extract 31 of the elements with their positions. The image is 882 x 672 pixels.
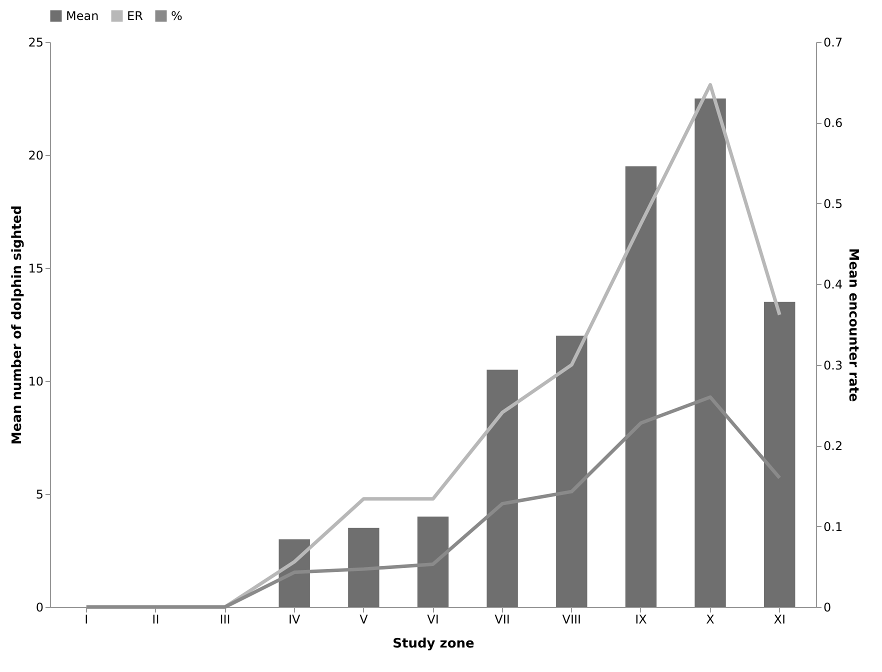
legend-label: Mean: [66, 9, 99, 23]
x-tick-label: X: [706, 612, 714, 626]
y2-tick-label: 0.6: [824, 116, 843, 130]
y-tick-label: 0: [36, 600, 44, 614]
y2-tick-label: 0.4: [824, 278, 843, 292]
y2-tick-label: 0.3: [824, 358, 843, 372]
x-tick-label: VIII: [562, 612, 582, 626]
x-tick-label: V: [360, 612, 369, 626]
y2-axis-title: Mean encounter rate: [846, 248, 861, 402]
x-tick-label: VI: [427, 612, 439, 626]
y2-tick-label: 0: [824, 600, 832, 614]
x-tick-label: IV: [288, 612, 302, 626]
x-axis-title: Study zone: [392, 636, 475, 652]
y-axis-title: Mean number of dolphin sighted: [10, 205, 26, 445]
y2-tick-label: 0.7: [824, 36, 843, 50]
x-tick-label: II: [152, 612, 160, 626]
x-tick-label: III: [220, 612, 230, 626]
legend-label: ER: [127, 9, 143, 23]
x-tick-label: IX: [635, 612, 647, 626]
y-tick-label: 20: [28, 148, 44, 162]
x-tick-label: VII: [494, 612, 510, 626]
y-tick-label: 5: [36, 488, 44, 502]
x-tick-label: I: [84, 612, 88, 626]
y2-tick-label: 0.2: [824, 439, 843, 454]
legend-label: %: [171, 9, 182, 23]
y-tick-label: 15: [28, 262, 44, 276]
x-tick-label: XI: [774, 612, 786, 626]
y-tick-label: 10: [28, 374, 44, 388]
y2-tick-label: 0.1: [824, 520, 843, 534]
y-tick-label: 25: [28, 36, 44, 50]
y2-tick-label: 0.5: [824, 196, 843, 211]
